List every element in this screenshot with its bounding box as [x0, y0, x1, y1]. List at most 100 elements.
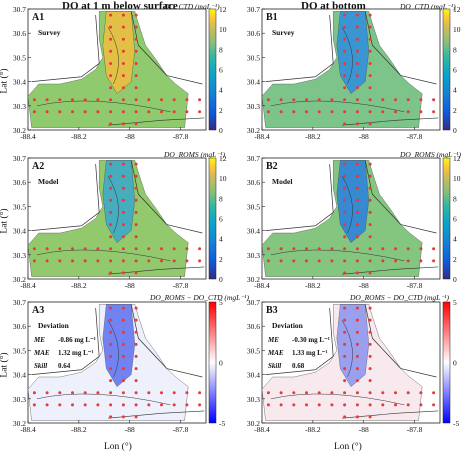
colorbar — [442, 301, 451, 424]
station-dot — [134, 415, 138, 419]
y-tick-label: 30.2 — [13, 126, 26, 135]
station-dot — [292, 110, 296, 114]
station-dot — [198, 110, 202, 114]
colorbar-title: DO_ROMS − DO_CTD (mgL⁻¹) — [350, 293, 449, 302]
colorbar-tick-label: 2 — [219, 255, 223, 264]
station-dot — [305, 98, 308, 102]
colorbar-tick-label: 5 — [453, 298, 457, 307]
station-dot — [355, 174, 359, 178]
colorbar-title: DO_ROMS (mgL⁻¹) — [164, 150, 225, 159]
y-tick-label: 30.2 — [247, 126, 260, 135]
y-tick-label: 30.6 — [13, 178, 26, 187]
station-dot — [419, 403, 423, 407]
station-dot — [109, 198, 113, 202]
station-dot — [355, 86, 359, 90]
coastline — [342, 117, 439, 126]
station-dot — [198, 403, 202, 407]
station-dot — [279, 110, 283, 114]
station-dot — [109, 259, 113, 263]
station-dot — [266, 391, 270, 395]
station-dot — [343, 342, 347, 346]
station-dot — [134, 330, 138, 334]
y-tick-label: 30.2 — [13, 419, 26, 428]
colorbar-tick-label: 6 — [453, 215, 457, 224]
station-dot — [83, 403, 87, 407]
contour-line — [270, 100, 405, 113]
station-dot — [368, 13, 372, 17]
station-dot — [279, 259, 283, 263]
station-dot — [198, 391, 202, 395]
station-dot — [198, 247, 202, 251]
stat-name: MAE — [33, 349, 50, 357]
station-dot — [292, 391, 296, 395]
station-dot — [419, 98, 423, 102]
coastline — [108, 410, 205, 419]
station-dot — [432, 403, 436, 407]
station-dot — [279, 247, 283, 251]
station-dot — [96, 247, 100, 251]
station-dot — [134, 162, 138, 166]
station-dot — [368, 403, 372, 407]
station-dot — [32, 247, 36, 251]
station-dot — [292, 403, 296, 407]
station-dot — [121, 354, 125, 358]
station-dot — [343, 174, 347, 178]
x-tick-label: -88.4 — [254, 425, 270, 434]
stat-name: ME — [33, 336, 45, 344]
station-dot — [266, 98, 270, 102]
colorbar-tick-label: 10 — [453, 25, 461, 34]
station-dot — [109, 306, 113, 310]
x-tick-label: -88.2 — [305, 281, 321, 290]
station-dot — [355, 379, 359, 383]
y-tick-label: 30.4 — [13, 371, 26, 380]
station-dot — [368, 186, 372, 190]
station-dot — [292, 259, 296, 263]
coastline — [31, 164, 100, 231]
station-dot — [147, 110, 151, 114]
station-dot — [198, 98, 202, 102]
colorbar-tick-label: 0 — [219, 126, 223, 135]
y-tick-label: 30.5 — [247, 202, 260, 211]
station-dot — [121, 62, 125, 65]
station-dot — [121, 13, 125, 17]
station-dot — [292, 247, 296, 251]
y-tick-label: 30.5 — [247, 346, 260, 355]
coastline — [265, 308, 334, 375]
station-dot — [343, 110, 347, 114]
station-dot — [368, 342, 372, 346]
station-dot — [96, 98, 100, 102]
station-dot — [368, 223, 372, 227]
y-tick-label: 30.3 — [247, 395, 260, 404]
contour-line — [107, 27, 119, 85]
station-dot — [355, 62, 359, 65]
station-dot — [109, 49, 113, 53]
x-tick-label: -87.8 — [407, 425, 423, 434]
station-dot — [343, 379, 347, 383]
station-dot — [134, 74, 138, 78]
station-dot — [109, 122, 113, 126]
stat-value: 1.33 mg L⁻¹ — [292, 349, 328, 357]
station-dot — [109, 86, 113, 90]
y-tick-label: 30.6 — [247, 322, 260, 331]
panel-id: A1 — [32, 12, 44, 23]
station-dot — [121, 122, 125, 126]
station-dot — [343, 271, 347, 275]
colorbar-tick-label: 6 — [453, 66, 457, 75]
station-dot — [121, 162, 125, 166]
station-dot — [45, 98, 49, 102]
station-dot — [343, 162, 347, 166]
station-dot — [330, 247, 334, 251]
station-dot — [121, 235, 125, 239]
station-dot — [355, 403, 359, 407]
station-dot — [343, 37, 347, 41]
stat-name: MAE — [267, 349, 284, 357]
station-dot — [343, 354, 347, 358]
panel-label: Model — [38, 177, 58, 186]
y-tick-label: 30.5 — [13, 346, 26, 355]
y-tick-label: 30.4 — [247, 78, 260, 87]
station-dot — [368, 86, 372, 90]
station-dot — [160, 403, 163, 407]
x-tick-label: -88.2 — [71, 132, 87, 141]
x-tick-label: -87.8 — [407, 281, 423, 290]
station-dot — [343, 403, 347, 407]
